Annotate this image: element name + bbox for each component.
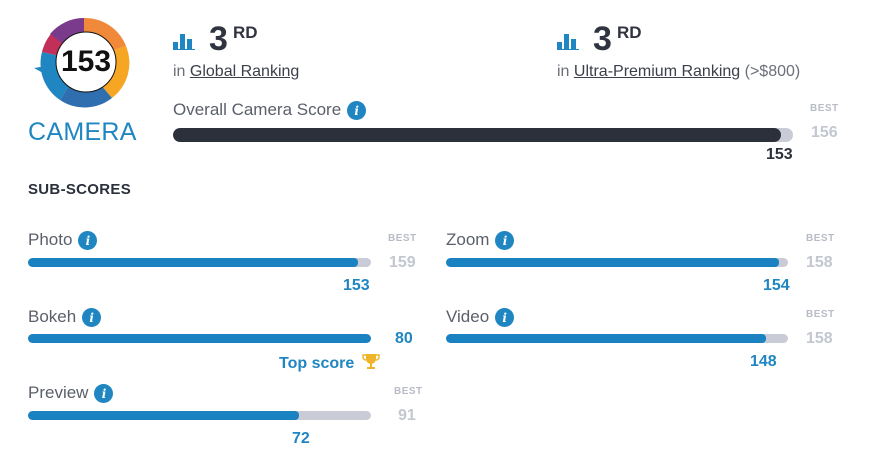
info-icon[interactable]: i [78, 231, 98, 251]
bokeh-label-text: Bokeh [28, 307, 77, 326]
trophy-icon [361, 354, 380, 369]
badge-ring-icon [34, 17, 130, 108]
top-score-badge: Top score [279, 353, 380, 373]
info-icon[interactable]: i [82, 308, 102, 328]
segment-rank-caption: in Ultra-Premium Ranking (>$800) [557, 63, 800, 81]
photo-best-tag: BEST [388, 233, 417, 244]
ultra-premium-ranking-link[interactable]: Ultra-Premium Ranking [573, 63, 741, 80]
camera-score-badge: 153 [30, 12, 138, 112]
overall-score-text: Overall Camera Score [173, 100, 342, 119]
video-score-fill [446, 334, 767, 343]
overall-score-value: 153 [766, 146, 793, 163]
preview-best-tag: BEST [394, 386, 423, 397]
global-ranking-link[interactable]: Global Ranking [189, 63, 300, 80]
photo-score-bar [28, 258, 371, 267]
zoom-best-value: 158 [806, 254, 833, 271]
zoom-label-text: Zoom [446, 230, 490, 249]
photo-best-value: 159 [389, 254, 416, 271]
bokeh-label: Bokeh i [28, 307, 102, 328]
preview-label: Preview i [28, 383, 114, 404]
zoom-best-tag: BEST [806, 233, 835, 244]
segment-rank-prefix: in [557, 63, 570, 80]
preview-score-value: 72 [292, 430, 310, 447]
photo-score-fill [28, 258, 358, 267]
global-rank-number: 3 [209, 20, 228, 58]
overall-score-bar [173, 128, 793, 142]
bokeh-score-fill [28, 334, 371, 343]
bokeh-score-bar [28, 334, 371, 343]
info-icon[interactable]: i [347, 101, 367, 121]
segment-price-note: (>$800) [744, 63, 801, 80]
segment-rank-number: 3 [593, 20, 612, 58]
preview-score-fill [28, 411, 300, 420]
video-best-value: 158 [806, 330, 833, 347]
global-rank-caption: in Global Ranking [173, 63, 299, 81]
zoom-score-bar [446, 258, 788, 267]
camera-label: CAMERA [28, 118, 137, 146]
info-icon[interactable]: i [495, 231, 515, 251]
badge-score: 153 [60, 45, 112, 78]
preview-best-value: 91 [398, 407, 416, 424]
video-label: Video i [446, 307, 515, 328]
preview-label-text: Preview [28, 383, 89, 402]
overall-score-label: Overall Camera Score i [173, 100, 367, 121]
bar-chart-icon [557, 34, 579, 50]
zoom-score-fill [446, 258, 780, 267]
bar-chart-icon [173, 34, 195, 50]
video-best-tag: BEST [806, 309, 835, 320]
global-rank-prefix: in [173, 63, 186, 80]
zoom-score-value: 154 [763, 277, 790, 294]
zoom-label: Zoom i [446, 230, 515, 251]
top-score-text: Top score [279, 355, 355, 372]
video-label-text: Video [446, 307, 490, 326]
global-rank-suffix: RD [233, 23, 258, 42]
info-icon[interactable]: i [94, 384, 114, 404]
bokeh-score-value: 80 [395, 330, 413, 347]
photo-score-value: 153 [343, 277, 370, 294]
photo-label-text: Photo [28, 230, 73, 249]
info-icon[interactable]: i [495, 308, 515, 328]
segment-rank-suffix: RD [617, 23, 642, 42]
photo-label: Photo i [28, 230, 98, 251]
overall-best-value: 156 [811, 124, 838, 141]
subscores-title: SUB-SCORES [28, 181, 132, 198]
preview-score-bar [28, 411, 371, 420]
video-score-bar [446, 334, 788, 343]
overall-score-fill [173, 128, 782, 142]
video-score-value: 148 [750, 353, 777, 370]
overall-best-tag: BEST [810, 103, 839, 114]
